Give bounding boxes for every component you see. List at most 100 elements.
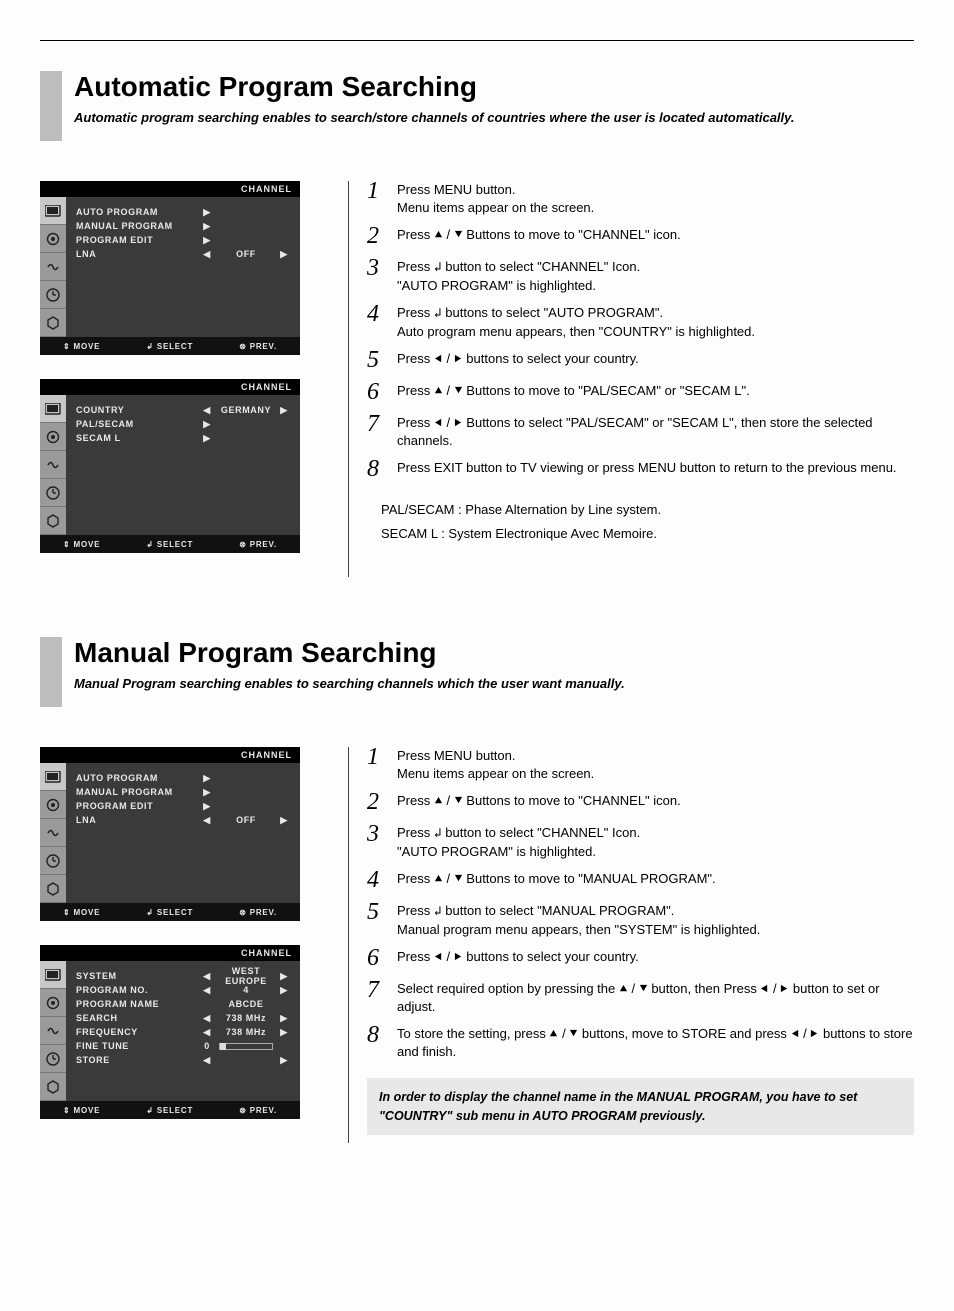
osd-side-icon [40, 1045, 66, 1073]
osd-row: COUNTRY◀GERMANY▶ [76, 403, 290, 417]
osd-footer-select: ↲ SELECT [146, 908, 193, 917]
note-line: PAL/SECAM : Phase Alternation by Line sy… [381, 501, 914, 519]
osd-side-icon [40, 1073, 66, 1101]
osd-row-mid-arrow: ▶ [200, 419, 214, 430]
osd-footer: ⇕ MOVE ↲ SELECT ⊗ PREV. [40, 903, 300, 921]
osd-row-label: COUNTRY [76, 405, 200, 415]
osd-row: MANUAL PROGRAM▶ [76, 219, 290, 233]
osd-side-icon [40, 875, 66, 903]
osd-footer-select: ↲ SELECT [146, 1106, 193, 1115]
osd-row: AUTO PROGRAM▶ [76, 771, 290, 785]
step: 3Press ↲ button to select "CHANNEL" Icon… [367, 258, 914, 294]
step-number: 2 [367, 224, 397, 248]
step-number: 2 [367, 790, 397, 814]
step-text: Press / Buttons to move to "MANUAL PROGR… [397, 870, 914, 888]
osd-row: PROGRAM EDIT▶ [76, 799, 290, 813]
osd-row: FINE TUNE0 [76, 1039, 290, 1053]
osd-side-icon [40, 225, 66, 253]
osd-footer-move: ⇕ MOVE [63, 908, 100, 917]
notes-block: PAL/SECAM : Phase Alternation by Line sy… [381, 501, 914, 542]
osd-icon-strip [40, 763, 66, 903]
step: 8Press EXIT button to TV viewing or pres… [367, 459, 914, 481]
osd-row-mid-arrow: ▶ [200, 433, 214, 444]
osd-row-end-arrow: ▶ [278, 985, 290, 996]
osd-side-icon [40, 309, 66, 337]
osd-row: PROGRAM EDIT▶ [76, 233, 290, 247]
osd-side-icon [40, 847, 66, 875]
step-text: Press / Buttons to move to "PAL/SECAM" o… [397, 382, 914, 400]
osd-row-label: SEARCH [76, 1013, 200, 1023]
osd-side-icon [40, 423, 66, 451]
osd-row-mid-arrow: ▶ [200, 801, 214, 812]
section-title: Manual Program Searching [74, 637, 625, 669]
osd-footer: ⇕ MOVE↲ SELECT⊗ PREV. [40, 535, 300, 553]
osd-footer-prev: ⊗ PREV. [239, 908, 277, 917]
osd-row-mid-arrow: ▶ [200, 221, 214, 232]
step-text: To store the setting, press / buttons, m… [397, 1025, 914, 1060]
osd-row-value [214, 1041, 278, 1051]
osd-row: SECAM L▶ [76, 431, 290, 445]
osd-row-label: FREQUENCY [76, 1027, 200, 1037]
info-box: In order to display the channel name in … [367, 1078, 914, 1134]
osd-screenshot-1: CHANNELAUTO PROGRAM▶MANUAL PROGRAM▶PROGR… [40, 181, 300, 355]
section-bar [40, 71, 62, 141]
step-text: Press ↲ buttons to select "AUTO PROGRAM"… [397, 304, 914, 340]
osd-side-icon [40, 989, 66, 1017]
osd-row-value: ABCDE [214, 999, 278, 1009]
step: 6Press / Buttons to move to "PAL/SECAM" … [367, 382, 914, 404]
section-header: Automatic Program Searching Automatic pr… [40, 71, 914, 141]
step-number: 8 [367, 1023, 397, 1047]
step-text: Select required option by pressing the /… [397, 980, 914, 1015]
osd-content: AUTO PROGRAM▶MANUAL PROGRAM▶PROGRAM EDIT… [66, 763, 300, 903]
step-text: Press MENU button.Menu items appear on t… [397, 747, 914, 782]
osd-side-icon [40, 763, 66, 791]
osd-header: CHANNEL [40, 379, 300, 395]
step-number: 1 [367, 745, 397, 769]
step: 1Press MENU button.Menu items appear on … [367, 181, 914, 216]
osd-side-icon [40, 791, 66, 819]
step: 8To store the setting, press / buttons, … [367, 1025, 914, 1060]
section-title: Automatic Program Searching [74, 71, 795, 103]
osd-row-label: PROGRAM EDIT [76, 801, 200, 811]
osd-footer-prev: ⊗ PREV. [239, 540, 277, 549]
step-number: 6 [367, 946, 397, 970]
steps-list: 1Press MENU button.Menu items appear on … [367, 181, 914, 481]
osd-screenshot-2: CHANNELSYSTEM◀WEST EUROPE▶PROGRAM NO.◀4▶… [40, 945, 300, 1119]
osd-footer: ⇕ MOVE↲ SELECT⊗ PREV. [40, 337, 300, 355]
step-text: Press ↲ button to select "MANUAL PROGRAM… [397, 902, 914, 938]
step-text: Press / Buttons to move to "CHANNEL" ico… [397, 792, 914, 810]
step-text: Press / Buttons to select "PAL/SECAM" or… [397, 414, 914, 449]
osd-footer-move: ⇕ MOVE [63, 342, 100, 351]
osd-icon-strip [40, 197, 66, 337]
osd-row-mid-arrow: ◀ [200, 249, 214, 260]
osd-row-end-arrow: ▶ [278, 1027, 290, 1038]
right-column: 1Press MENU button.Menu items appear on … [367, 747, 914, 1135]
step-number: 3 [367, 822, 397, 846]
osd-row-mid-arrow: ◀ [200, 985, 214, 996]
osd-row-end-arrow: ▶ [278, 1055, 290, 1066]
step: 2Press / Buttons to move to "CHANNEL" ic… [367, 226, 914, 248]
osd-row-mid-arrow: ▶ [200, 207, 214, 218]
osd-row-label: MANUAL PROGRAM [76, 221, 200, 231]
osd-row: SYSTEM◀WEST EUROPE▶ [76, 969, 290, 983]
osd-row-mid-arrow: ▶ [200, 773, 214, 784]
osd-row-mid-arrow: ◀ [200, 1055, 214, 1066]
step-number: 8 [367, 457, 397, 481]
osd-side-icon [40, 451, 66, 479]
step: 4Press / Buttons to move to "MANUAL PROG… [367, 870, 914, 892]
osd-footer-select: ↲ SELECT [146, 540, 193, 549]
osd-footer-select: ↲ SELECT [146, 342, 193, 351]
step-number: 3 [367, 256, 397, 280]
osd-row: PROGRAM NAMEABCDE [76, 997, 290, 1011]
osd-content: AUTO PROGRAM▶MANUAL PROGRAM▶PROGRAM EDIT… [66, 197, 300, 337]
osd-side-icon [40, 281, 66, 309]
step-number: 7 [367, 412, 397, 436]
osd-row: PAL/SECAM▶ [76, 417, 290, 431]
osd-content: COUNTRY◀GERMANY▶PAL/SECAM▶SECAM L▶ [66, 395, 300, 535]
step-text: Press MENU button.Menu items appear on t… [397, 181, 914, 216]
column-divider [348, 181, 349, 577]
osd-row-end-arrow: ▶ [278, 249, 290, 260]
osd-row-value: 4 [214, 985, 278, 995]
step-text: Press EXIT button to TV viewing or press… [397, 459, 914, 477]
osd-footer-prev: ⊗ PREV. [239, 1106, 277, 1115]
